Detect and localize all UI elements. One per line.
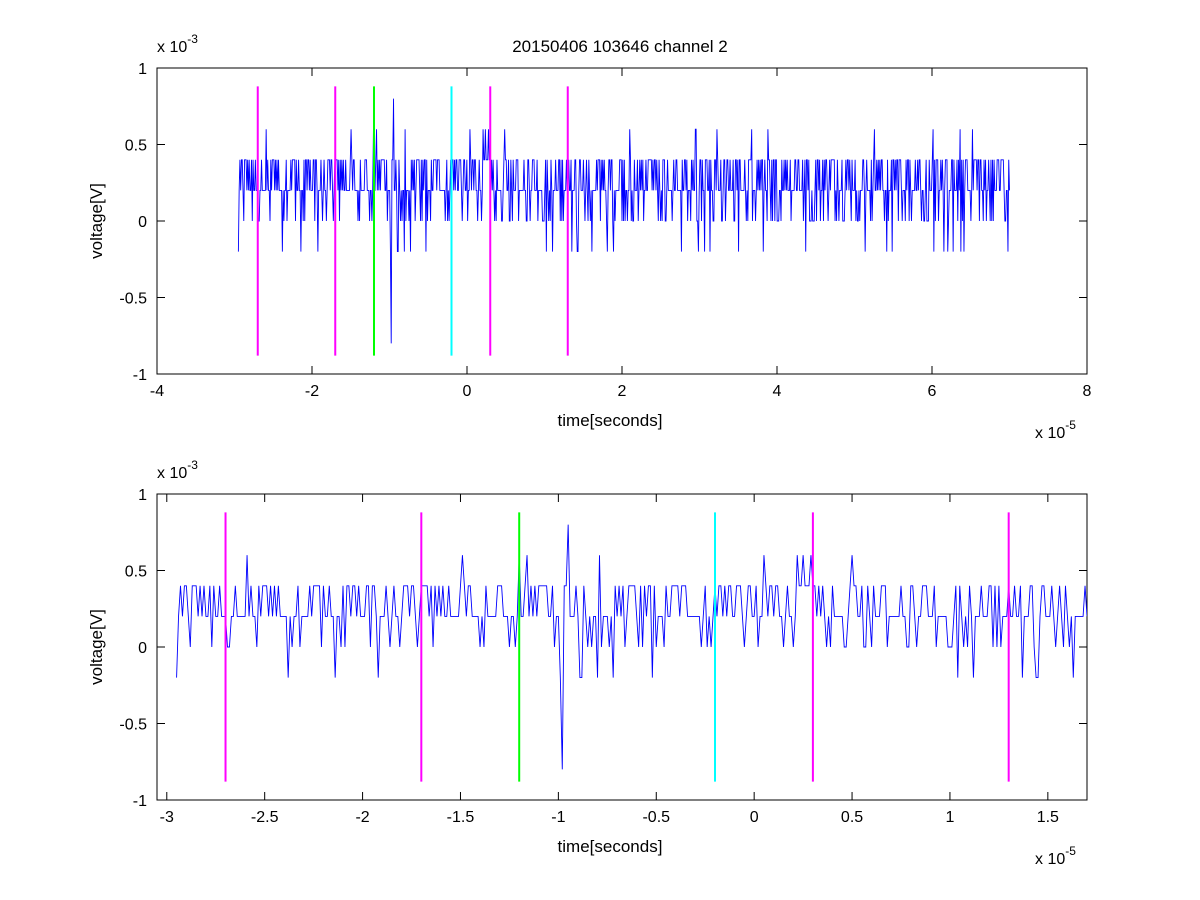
x-tick-label: -2.5	[251, 809, 279, 826]
y-tick-label: -1	[133, 367, 147, 384]
y-axis-label: voltage[V]	[87, 183, 106, 259]
y-tick-label: -0.5	[119, 291, 147, 308]
x-exponent-label: x 10-5	[1035, 418, 1076, 442]
x-tick-label: 0	[463, 383, 472, 400]
y-tick-label: 1	[138, 61, 147, 78]
x-tick-label: 1	[945, 809, 954, 826]
y-exponent-label: x 10-3	[157, 32, 198, 56]
x-tick-label: -1.5	[447, 809, 475, 826]
voltage-trace	[176, 524, 1087, 770]
x-tick-label: 0	[750, 809, 759, 826]
y-tick-label: 0	[138, 214, 147, 231]
y-tick-label: 0.5	[125, 564, 147, 581]
y-tick-label: 0	[138, 640, 147, 657]
x-tick-label: 1.5	[1037, 809, 1059, 826]
x-axis-label: time[seconds]	[558, 837, 663, 856]
x-tick-label: 4	[773, 383, 782, 400]
x-tick-label: 0.5	[841, 809, 863, 826]
y-tick-label: 1	[138, 487, 147, 504]
y-axis-label: voltage[V]	[87, 609, 106, 685]
x-axis-label: time[seconds]	[558, 411, 663, 430]
y-tick-label: -0.5	[119, 717, 147, 734]
x-tick-label: 6	[928, 383, 937, 400]
x-tick-label: -4	[150, 383, 164, 400]
figure-title: 20150406 103646 channel 2	[512, 37, 728, 56]
x-tick-label: 8	[1083, 383, 1092, 400]
y-tick-label: 0.5	[125, 138, 147, 155]
x-tick-label: -0.5	[642, 809, 670, 826]
x-tick-label: -2	[355, 809, 369, 826]
x-tick-label: 2	[618, 383, 627, 400]
x-tick-label: -2	[305, 383, 319, 400]
top-panel: -4 -2 0 2 4 6 8 -1 -0.5 0 0.5 1 time[seconds] voltage…	[87, 32, 1092, 442]
x-exponent-label: x 10-5	[1035, 844, 1076, 868]
voltage-trace	[237, 98, 1010, 344]
y-tick-label: -1	[133, 793, 147, 810]
y-exponent-label: x 10-3	[157, 458, 198, 482]
x-tick-label: -3	[160, 809, 174, 826]
x-tick-label: -1	[551, 809, 565, 826]
bottom-panel: -3 -2.5 -2 -1.5 -1 -0.5 0 0.5 1 1.5 -1 -0.5 0 0.5 1 tim…	[87, 458, 1088, 868]
